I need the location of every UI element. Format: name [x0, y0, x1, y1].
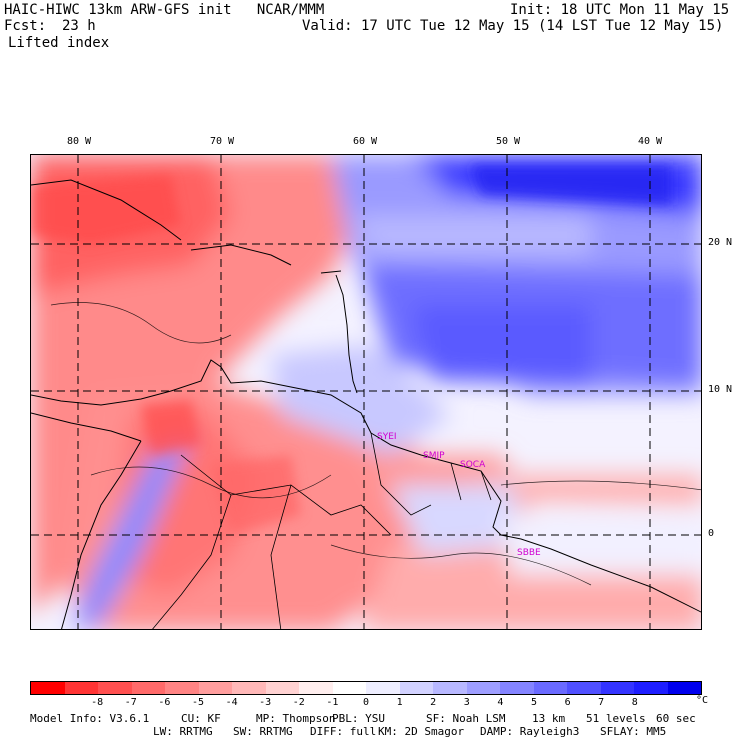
colorbar-segment — [600, 682, 634, 694]
colorbar-segment — [399, 682, 433, 694]
colorbar-segment — [198, 682, 232, 694]
colorbar-segment — [299, 682, 333, 694]
station-sbbe: SBBE — [517, 548, 541, 558]
colorbar-tick-label: -4 — [225, 697, 238, 708]
colorbar-segment — [165, 682, 199, 694]
colorbar-tick-label: 7 — [598, 697, 605, 708]
footer-damp: DAMP: Rayleigh3 — [480, 725, 580, 738]
lon-label-40w: 40 W — [638, 136, 663, 147]
colorbar-tick-label: 6 — [564, 697, 571, 708]
footer-pbl: PBL: YSU — [332, 712, 385, 725]
footer-sflay: SFLAY: MM5 — [600, 725, 667, 738]
footer-model-info: Model Info: V3.6.1 — [30, 712, 150, 725]
lon-label-60w: 60 W — [353, 136, 378, 147]
lon-label-50w: 50 W — [496, 136, 521, 147]
footer-sw: SW: RRTMG — [233, 725, 293, 738]
colorbar-segment — [332, 682, 366, 694]
colorbar-tick-label: -2 — [292, 697, 305, 708]
forecast-hour: 23 h — [62, 18, 96, 34]
colorbar-segment — [634, 682, 668, 694]
footer-cu: CU: KF — [181, 712, 221, 725]
colorbar-segment — [533, 682, 567, 694]
colorbar-segment — [366, 682, 400, 694]
colorbar-segment — [31, 682, 65, 694]
colorbar-segment — [232, 682, 266, 694]
colorbar-tick-label: 4 — [497, 697, 504, 708]
lat-label-10n: 10 N — [708, 384, 733, 395]
valid-time: Valid: 17 UTC Tue 12 May 15 (14 LST Tue … — [302, 18, 724, 34]
footer-km: KM: 2D Smagor — [378, 725, 465, 738]
lifted-index-map — [30, 154, 702, 630]
station-smjp: SMJP — [423, 451, 445, 461]
colorbar-segment — [265, 682, 299, 694]
model-title: HAIC-HIWC 13km ARW-GFS init NCAR/MMM — [4, 2, 325, 18]
map-canvas — [31, 155, 701, 629]
colorbar-segment — [567, 682, 601, 694]
colorbar-tick-label: -8 — [91, 697, 104, 708]
colorbar-segment — [667, 682, 701, 694]
colorbar-segment — [98, 682, 132, 694]
colorbar — [30, 681, 702, 695]
colorbar-tick-label: 5 — [530, 697, 538, 708]
colorbar-segment — [466, 682, 500, 694]
colorbar-tick-label: -5 — [191, 697, 205, 708]
colorbar-segment — [500, 682, 534, 694]
init-time: Init: 18 UTC Mon 11 May 15 — [510, 2, 730, 18]
field-name: Lifted index — [8, 35, 110, 51]
footer-sf: SF: Noah LSM — [426, 712, 506, 725]
footer-resolution: 13 km — [532, 712, 566, 725]
colorbar-tick-label: -1 — [326, 697, 339, 708]
lat-label-20n: 20 N — [708, 237, 733, 248]
colorbar-segment — [131, 682, 165, 694]
footer-diff: DIFF: full — [310, 725, 377, 738]
footer-lw: LW: RRTMG — [153, 725, 213, 738]
footer-levels: 51 levels — [586, 712, 646, 725]
colorbar-tick-label: 0 — [362, 697, 370, 708]
lat-label-equator: 0 — [708, 528, 715, 539]
colorbar-tick-label: 1 — [396, 697, 403, 708]
footer-mp: MP: Thompson — [256, 712, 336, 725]
colorbar-tick-label: 8 — [631, 697, 638, 708]
lon-label-80w: 80 W — [67, 136, 92, 147]
colorbar-unit: °C — [695, 695, 709, 706]
footer-timestep: 60 sec — [656, 712, 696, 725]
colorbar-tick-label: -6 — [158, 697, 171, 708]
colorbar-tick-label: 2 — [430, 697, 437, 708]
colorbar-tick-label: -3 — [259, 697, 272, 708]
lon-label-70w: 70 W — [210, 136, 235, 147]
station-syei: SYEI — [377, 432, 397, 442]
forecast-label: Fcst: — [4, 18, 47, 34]
colorbar-tick-label: 3 — [463, 697, 470, 708]
colorbar-tick-label: -7 — [124, 697, 137, 708]
colorbar-segment — [433, 682, 467, 694]
colorbar-segment — [64, 682, 98, 694]
station-soca: SOCA — [460, 460, 486, 470]
